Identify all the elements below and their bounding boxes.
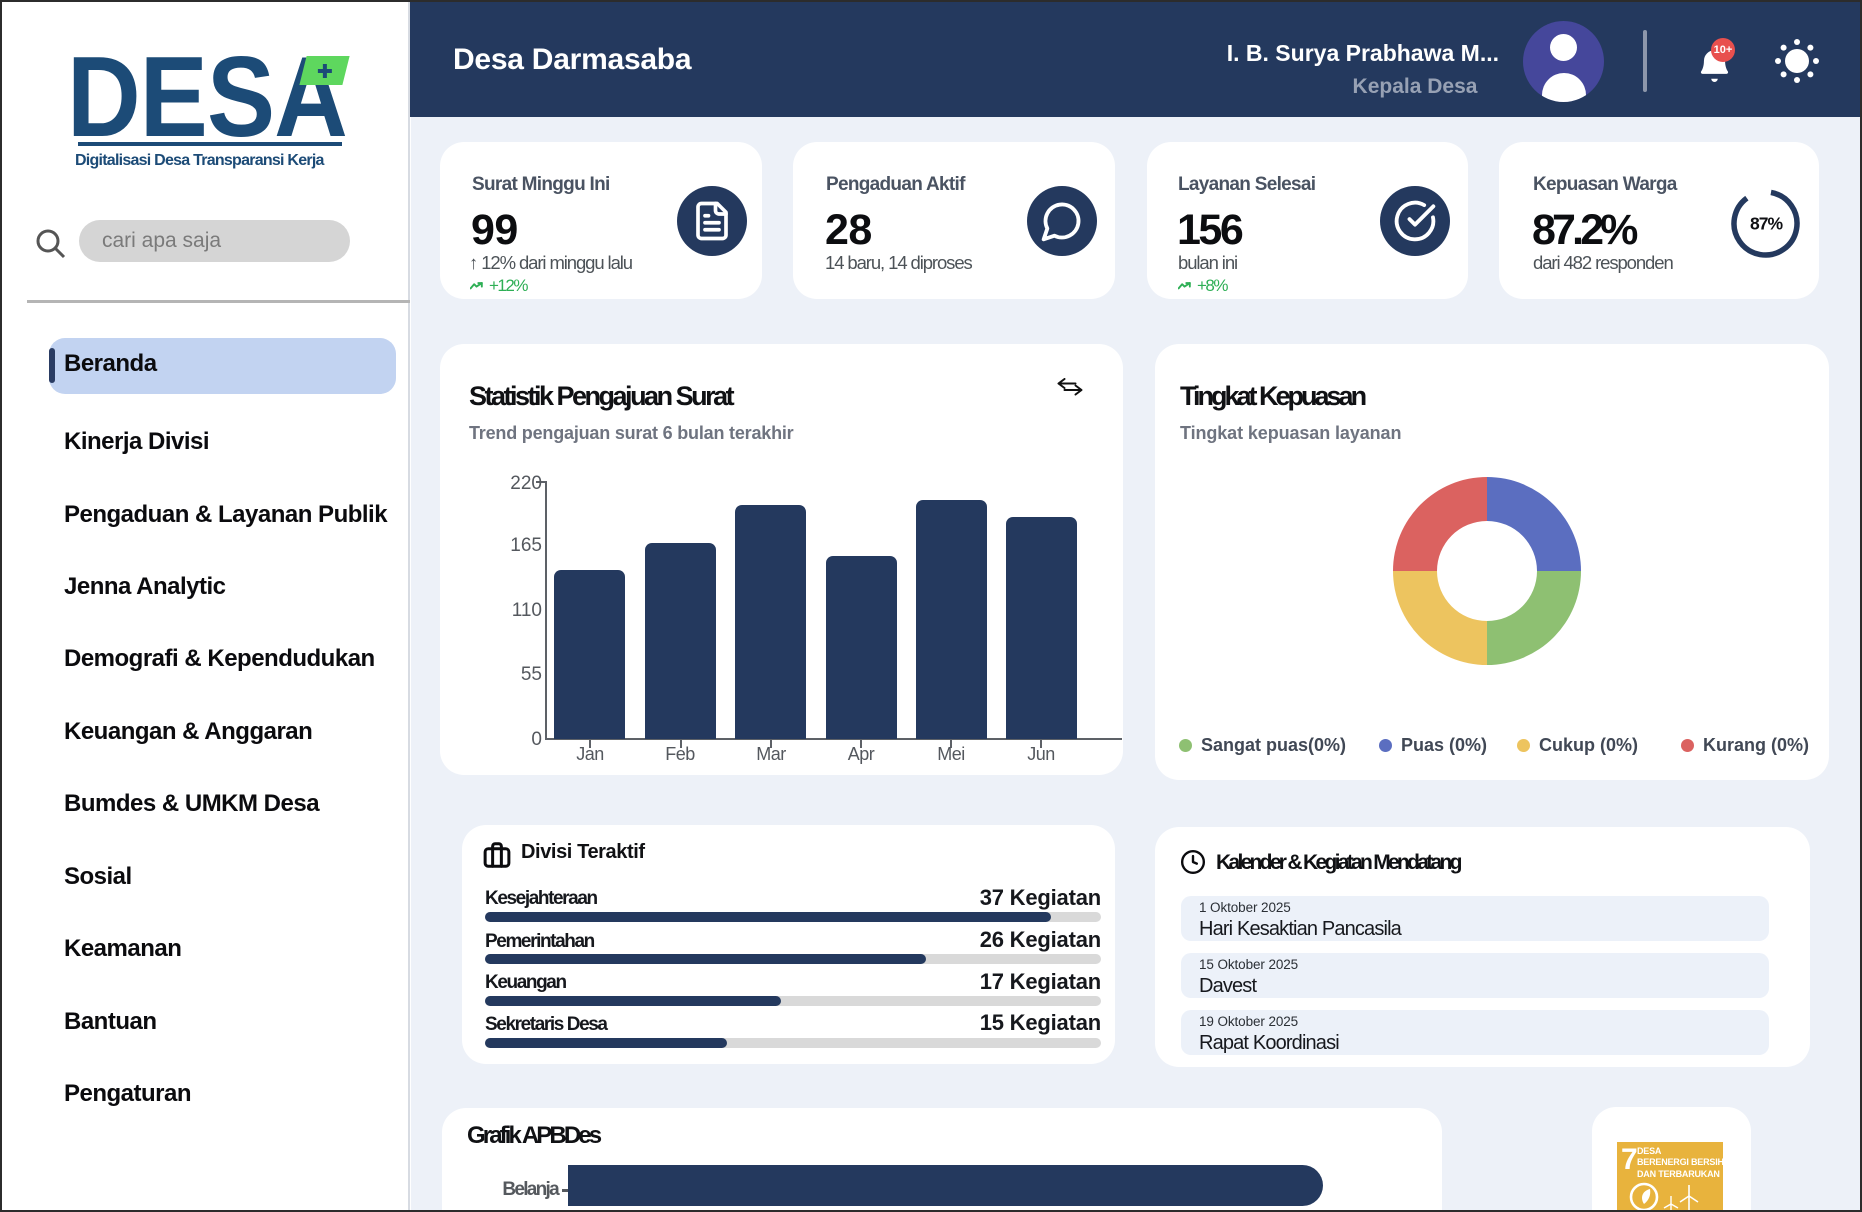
- svg-text:87%: 87%: [1750, 214, 1783, 234]
